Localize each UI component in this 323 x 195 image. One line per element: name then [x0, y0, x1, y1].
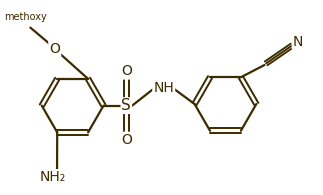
Text: S: S — [121, 98, 131, 113]
Text: NH: NH — [153, 81, 174, 95]
Text: methoxy: methoxy — [4, 12, 47, 22]
Text: N: N — [293, 35, 303, 49]
Text: O: O — [49, 42, 60, 56]
Text: O: O — [121, 65, 132, 79]
Text: NH₂: NH₂ — [40, 170, 66, 184]
Text: O: O — [121, 133, 132, 147]
